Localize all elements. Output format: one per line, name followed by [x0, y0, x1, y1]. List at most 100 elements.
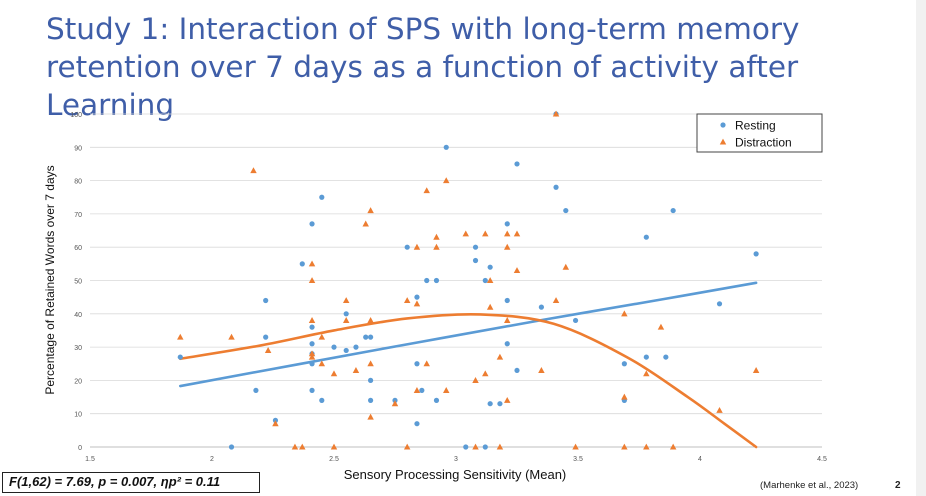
point-distraction	[496, 443, 504, 450]
point-resting	[368, 377, 374, 383]
point-distraction	[443, 177, 450, 184]
data-points	[177, 110, 760, 450]
point-resting	[716, 301, 723, 307]
point-distraction	[413, 386, 421, 393]
point-distraction	[621, 443, 628, 450]
point-distraction	[413, 243, 421, 250]
point-resting	[443, 144, 449, 150]
point-distraction	[423, 187, 430, 194]
point-resting	[343, 347, 349, 354]
point-resting	[538, 304, 545, 310]
gridlines	[90, 113, 822, 415]
point-distraction	[318, 360, 326, 367]
point-distraction	[621, 310, 628, 317]
point-distraction	[403, 297, 411, 304]
point-distraction	[291, 443, 299, 450]
point-distraction	[472, 377, 479, 383]
point-resting	[433, 277, 440, 284]
point-distraction	[342, 297, 350, 304]
x-tick-label-2: 2	[210, 456, 214, 463]
point-resting	[504, 341, 510, 347]
x-axis-label: Sensory Processing Sensitivity (Mean)	[344, 467, 567, 482]
point-distraction	[643, 370, 650, 377]
point-distraction	[433, 233, 440, 240]
point-distraction	[482, 230, 489, 237]
point-distraction	[308, 353, 316, 360]
point-resting	[368, 334, 374, 340]
point-distraction	[504, 230, 511, 237]
point-resting	[643, 354, 649, 360]
point-resting	[299, 261, 305, 267]
tick-labels: 0 10 20 30 40 50 60 70 80 90 100 1.5 2 2.5 3 3.5 4 4.5	[70, 112, 827, 463]
point-resting	[670, 207, 676, 214]
y-tick-label-40: 40	[74, 312, 82, 319]
point-distraction	[552, 297, 560, 304]
point-distraction	[362, 220, 369, 227]
point-resting	[563, 207, 569, 214]
point-resting	[433, 397, 440, 403]
point-distraction	[462, 230, 469, 237]
point-resting	[353, 344, 359, 350]
point-distraction	[264, 347, 272, 353]
y-axis-label: Percentage of Retained Words over 7 days	[43, 165, 57, 394]
point-distraction	[504, 396, 511, 403]
slide-title: Study 1: Interaction of SPS with long-te…	[46, 10, 916, 124]
point-distraction	[391, 400, 399, 407]
point-resting	[482, 277, 488, 284]
point-resting	[253, 387, 259, 393]
point-resting	[319, 397, 325, 403]
point-resting	[263, 297, 269, 304]
point-distraction	[342, 317, 350, 324]
point-distraction	[504, 317, 511, 324]
trendline-distraction	[178, 312, 758, 449]
point-distraction	[752, 367, 760, 373]
point-resting	[309, 341, 315, 347]
point-resting	[514, 367, 520, 374]
point-resting	[414, 294, 420, 300]
point-distraction	[367, 360, 374, 367]
y-tick-label-90: 90	[74, 145, 82, 152]
point-distraction	[433, 243, 440, 250]
point-distraction	[423, 360, 430, 367]
trendlines	[178, 281, 758, 449]
point-resting	[504, 221, 510, 227]
point-distraction	[552, 110, 560, 117]
point-resting	[472, 244, 479, 250]
y-tick-label-100: 100	[70, 112, 82, 119]
point-resting	[487, 264, 493, 270]
point-distraction	[228, 333, 235, 340]
point-resting	[363, 334, 369, 340]
point-distraction	[308, 260, 316, 267]
y-tick-label-50: 50	[74, 279, 82, 286]
point-distraction	[496, 353, 504, 360]
point-resting	[504, 297, 510, 304]
point-distraction	[308, 317, 316, 324]
point-distraction	[367, 317, 374, 324]
point-distraction	[308, 350, 316, 357]
point-distraction	[472, 443, 479, 450]
point-resting	[753, 251, 759, 257]
point-resting	[368, 397, 374, 403]
x-tick-label-2.5: 2.5	[329, 456, 339, 463]
point-resting	[553, 184, 559, 190]
point-distraction	[621, 393, 628, 400]
citation: (Marhenke et al., 2023)	[760, 480, 859, 491]
y-tick-label-80: 80	[74, 179, 82, 186]
x-tick-label-4.5: 4.5	[817, 456, 827, 463]
point-resting	[309, 221, 315, 227]
y-tick-label-30: 30	[74, 345, 82, 352]
legend-label-resting: Resting	[735, 119, 776, 133]
point-distraction	[272, 420, 279, 427]
point-distraction	[657, 323, 665, 330]
point-distraction	[367, 207, 374, 214]
point-resting	[472, 257, 479, 264]
slide-edge-band	[916, 0, 926, 496]
point-resting	[643, 234, 649, 240]
point-resting	[228, 444, 235, 450]
point-distraction	[443, 386, 450, 393]
point-resting	[463, 444, 469, 450]
point-resting	[487, 401, 493, 407]
legend: Resting Distraction	[696, 113, 823, 153]
point-distraction	[486, 303, 494, 310]
point-distraction	[330, 370, 338, 377]
